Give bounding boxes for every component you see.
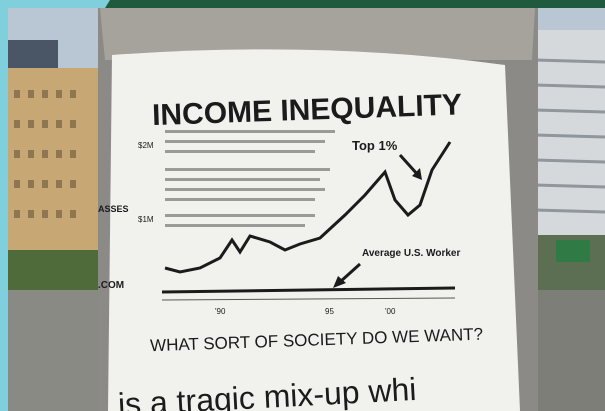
trees bbox=[8, 250, 100, 295]
top-label: Top 1% bbox=[352, 138, 398, 153]
photo: INCOME INEQUALITY $2M $1M Top 1% Average… bbox=[0, 0, 605, 411]
road-sign bbox=[556, 240, 590, 262]
y-label: $2M bbox=[138, 141, 154, 150]
page: INCOME INEQUALITY $2M $1M Top 1% Average… bbox=[0, 0, 605, 411]
side-text: ASSES bbox=[98, 204, 129, 214]
road-left bbox=[8, 290, 100, 411]
building-tan bbox=[8, 68, 98, 268]
road-right bbox=[535, 290, 605, 411]
side-text: .COM bbox=[98, 280, 124, 291]
x-label: '00 bbox=[385, 307, 396, 316]
frame-top bbox=[105, 0, 605, 8]
x-label: 95 bbox=[325, 307, 334, 316]
bottom-label: Average U.S. Worker bbox=[362, 248, 460, 259]
x-label: '90 bbox=[215, 307, 226, 316]
y-label: $1M bbox=[138, 215, 154, 224]
